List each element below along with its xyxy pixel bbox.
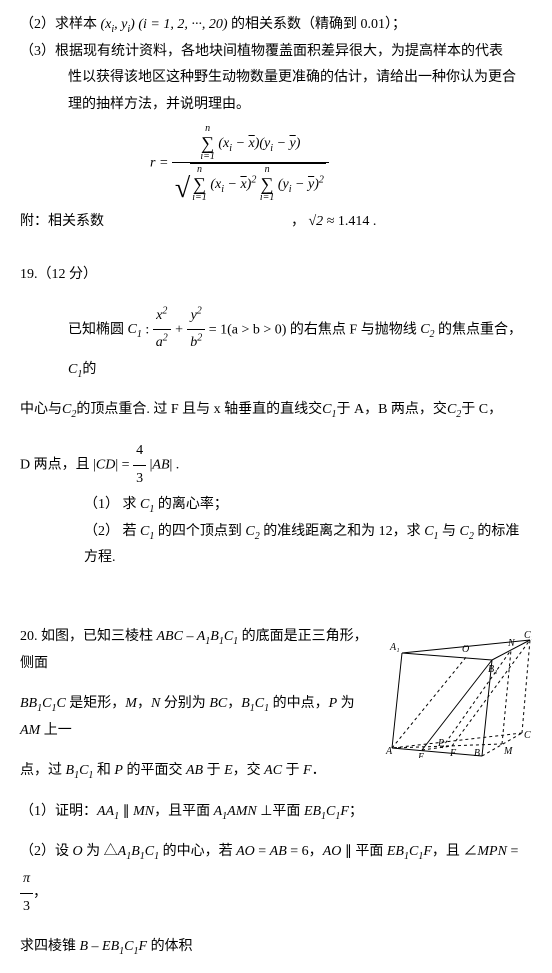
svg-text:C₁: C₁ — [524, 630, 532, 641]
q19-line3: D 两点，且 |CD| = 43 |AB| . — [20, 438, 532, 492]
formula-note: 附：相关系数 ， √2 ≈ 1.414 . — [20, 209, 532, 236]
item-2-text: 求样本 ((xxi, yi) (i = 1, 2, ···, 20) 的相关系数… — [55, 12, 406, 39]
q20-part2: （2）设 O 为 △A1B1C1 的中心，若 AO = AB = 6，AO ∥ … — [20, 839, 532, 920]
item-3-label: （3） — [20, 39, 55, 66]
svg-text:M: M — [503, 746, 513, 757]
q19-header: 19.（12 分） — [20, 262, 532, 289]
svg-text:B₁: B₁ — [488, 664, 498, 675]
svg-text:A₁: A₁ — [389, 642, 400, 653]
q20-part1: （1）证明：AA1 ∥ MN，且平面 A1AMN ⊥平面 EB1C1F； — [20, 799, 378, 826]
q19-part1: （1） 求 C1 的离心率； — [20, 492, 532, 519]
item-2: （2） 求样本 ((xxi, yi) (i = 1, 2, ···, 20) 的… — [20, 12, 532, 39]
svg-text:E: E — [417, 752, 424, 758]
q19-line1: 已知椭圆 C1 : x2a2 + y2b2 = 1(a > b > 0) 的右焦… — [20, 303, 532, 384]
correlation-formula: r = n∑i=1 (xi − x)(yi − y) √ n∑i=1 (xi −… — [20, 124, 532, 203]
item-3-line2: 性以获得该地区这种野生动物数量更准确的估计，请给出一种你认为更合 — [20, 65, 532, 92]
q20-line5: 求四棱锥 B – EB1C1F 的体积 — [20, 934, 532, 961]
item-3: （3） 根据现有统计资料，各地块间植物覆盖面积差异很大，为提高样本的代表 — [20, 39, 532, 66]
svg-text:P: P — [437, 738, 444, 749]
svg-text:A: A — [385, 746, 393, 757]
q20-block: 20. 如图，已知三棱柱 ABC – A1B1C1 的底面是正三角形，侧面 B B… — [20, 624, 532, 826]
item-2-label: （2） — [20, 12, 55, 39]
q20-line1: 20. 如图，已知三棱柱 ABC – A1B1C1 的底面是正三角形，侧面 — [20, 624, 378, 677]
svg-text:O: O — [462, 644, 469, 655]
prism-figure: A B C A₁ B₁ C₁ M N E F O P — [382, 628, 532, 769]
q19-part2: （2） 若 C1 的四个顶点到 C2 的准线距离之和为 12，求 C1 与 C2… — [20, 519, 532, 572]
svg-text:N: N — [507, 638, 516, 649]
q19-line2: 中心与C2的顶点重合. 过 F 且与 x 轴垂直的直线交C1于 A，B 两点，交… — [20, 397, 532, 424]
svg-text:C: C — [524, 730, 531, 741]
svg-text:B: B — [474, 748, 480, 758]
item-3-line3: 理的抽样方法，并说明理由。 — [20, 92, 532, 119]
item-3-line1: 根据现有统计资料，各地块间植物覆盖面积差异很大，为提高样本的代表 — [55, 39, 503, 66]
q20-line3: 点，过 B1C1 和 P 的平面交 AB 于 E，交 AC 于 F． — [20, 758, 378, 785]
svg-text:F: F — [449, 748, 457, 758]
